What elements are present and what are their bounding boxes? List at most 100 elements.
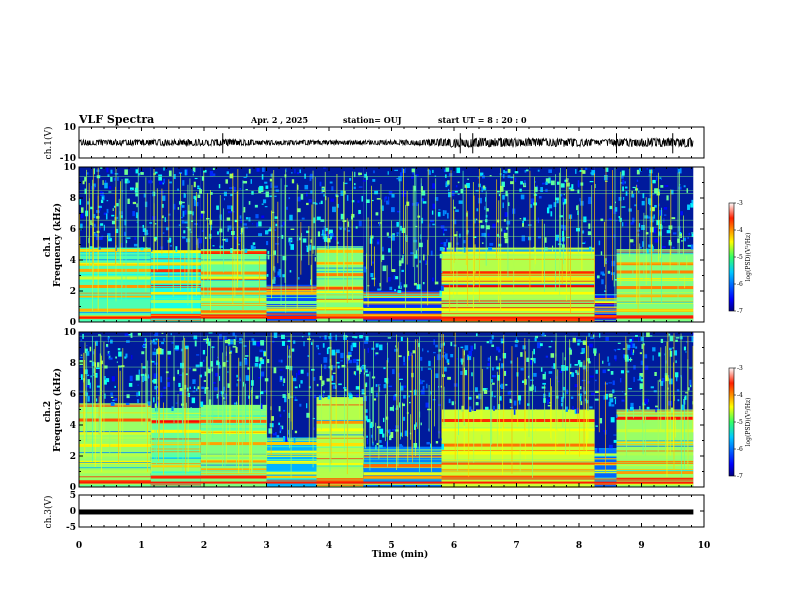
ch2-spectrogram-speckle xyxy=(614,397,617,399)
ch2-spectrogram-speckle xyxy=(597,447,599,453)
ch1-spectrogram-speckle xyxy=(251,246,256,249)
ch1-spectrogram-stripe xyxy=(441,272,595,274)
ch1-spectrogram-speckle xyxy=(454,247,456,252)
ch1-spectrogram-speckle xyxy=(432,223,435,226)
ch1-spectrogram-speckle xyxy=(230,248,233,254)
ch2-spectrogram-band xyxy=(266,442,317,446)
ch2-spectrogram-speckle xyxy=(540,367,543,372)
ch1-spectrogram-speckle xyxy=(158,174,163,177)
ch1-spectrogram-speckle xyxy=(441,271,443,273)
ch1-spectrogram-speckle xyxy=(453,234,458,237)
ch1-spectrogram-speckle xyxy=(524,180,526,186)
ch2-spectrogram-speckle xyxy=(331,382,336,385)
ch2-spectrogram-speckle xyxy=(621,391,624,393)
ch2-spectrogram-speckle xyxy=(239,377,241,382)
ch1-spectrogram-band xyxy=(441,271,595,275)
ch1-spectrogram-speckle xyxy=(421,190,426,196)
ch1-spectrogram-speckle xyxy=(154,223,157,225)
ch2-spectrogram-speckle xyxy=(599,418,603,424)
ch2-spectrogram-speckle xyxy=(141,351,145,355)
ch2-spectrogram-band xyxy=(616,477,694,481)
ch1-spectrogram-speckle xyxy=(391,194,395,198)
ch2-spectrogram-speckle xyxy=(258,363,262,369)
ch2-spectrogram-speckle xyxy=(684,395,687,400)
ch1-spectrogram-speckle xyxy=(164,217,166,223)
ch1-spectrogram-speckle xyxy=(227,205,231,210)
ch2-spectrogram-speckle xyxy=(128,382,133,387)
ch1-spectrogram-speckle xyxy=(624,181,626,184)
ch2-spectrogram-speckle xyxy=(118,365,122,368)
ch2-spectrogram-speckle xyxy=(171,342,174,344)
ch2-spectrogram-speckle xyxy=(594,398,599,401)
ch1-spectrogram-speckle xyxy=(154,171,158,174)
ch1-spectrogram-speckle xyxy=(362,180,367,182)
ch2-spectrogram-speckle xyxy=(191,397,196,404)
ch2-spectrogram-speckle xyxy=(286,436,288,438)
ch1-spectrogram-speckle xyxy=(396,234,399,236)
ch1-spectrogram-stripe xyxy=(316,285,364,287)
ch1-spectrogram-speckle xyxy=(245,189,248,191)
ch1-spectrogram-band xyxy=(79,268,151,272)
ch1-spectrogram-speckle xyxy=(195,239,198,245)
ch2-spectrogram-speckle xyxy=(443,351,446,354)
x-tick-label: 2 xyxy=(201,541,207,551)
ch2-spectrogram-stripe xyxy=(316,452,364,454)
ch2-spectrogram-speckle xyxy=(167,382,170,387)
ch2-spectrogram-speckle xyxy=(590,337,594,340)
ch2-spectrogram-speckle xyxy=(95,367,100,370)
ch1-spectrogram-speckle xyxy=(607,270,611,274)
ch2-spectrogram-speckle xyxy=(400,432,403,437)
ch1-spectrogram-speckle xyxy=(394,169,398,172)
y-tick-label: 6 xyxy=(70,390,76,400)
ch2-spectrogram-speckle xyxy=(92,374,97,376)
ch2-spectrogram-speckle xyxy=(619,377,622,383)
ch1-spectrogram-speckle xyxy=(306,247,309,253)
ch2-spectrogram-stripe xyxy=(79,412,151,414)
ch1-spectrogram-speckle xyxy=(416,264,418,268)
ch1-spectrogram-stripe xyxy=(594,300,617,302)
ch2-spectrogram-speckle xyxy=(661,377,665,383)
ch1-spectrogram-speckle xyxy=(384,196,388,200)
ch2-spectrogram-speckle xyxy=(400,385,404,391)
ch2-spectrogram-speckle xyxy=(86,344,88,347)
ch1-spectrogram-stripe xyxy=(363,294,442,296)
ch1-spectrogram-speckle xyxy=(210,225,212,231)
ch1-spectrogram-speckle xyxy=(416,248,419,251)
y-tick-label: 10 xyxy=(63,328,76,338)
ch1-spectrogram-speckle xyxy=(204,236,207,239)
ch2-spectrogram-speckle xyxy=(202,349,206,355)
ch1-spectrogram-speckle xyxy=(690,245,693,248)
ch1-spectrogram-band xyxy=(441,284,595,288)
ch1-spectrogram-speckle xyxy=(229,173,234,179)
ch1-spectrogram-speckle xyxy=(411,175,414,179)
ch1-spectrogram-speckle xyxy=(227,211,232,214)
ch1-spectrogram-speckle xyxy=(117,176,119,181)
ch2-spectrogram-speckle xyxy=(370,434,373,438)
ch2-spectrogram-speckle xyxy=(307,355,310,357)
ch2-spectrogram-speckle xyxy=(161,342,164,345)
ch2-spectrogram-speckle xyxy=(630,402,634,409)
ch2-spectrogram-speckle xyxy=(607,369,610,372)
ch2-spectrogram-speckle xyxy=(403,362,406,366)
ch1-spectrogram-stripe xyxy=(616,292,694,294)
ch1-spectrogram-speckle xyxy=(119,242,123,248)
ch2-spectrogram-speckle xyxy=(630,357,632,362)
ch2-spectrogram-speckle xyxy=(312,417,316,420)
ch1-spectrogram-speckle xyxy=(427,169,431,172)
ch2-spectrogram-speckle xyxy=(294,386,298,389)
ch2-spectrogram-speckle xyxy=(263,351,266,357)
ch1-spectrogram-speckle xyxy=(484,206,486,210)
ch2-spectrogram-speckle xyxy=(105,346,108,348)
ch1-spectrogram-speckle xyxy=(460,188,464,194)
ch2-spectrogram-speckle xyxy=(398,378,403,380)
ch1-spectrogram-speckle xyxy=(119,211,123,215)
ch1-spectrogram-speckle xyxy=(485,214,488,218)
ch1-spectrogram-speckle xyxy=(244,226,249,229)
ch1-spectrogram-speckle xyxy=(581,230,585,234)
ch1-spectrogram-speckle xyxy=(397,290,402,293)
ch2-spectrogram-speckle xyxy=(118,351,122,357)
ch1-spectrogram-speckle xyxy=(104,180,107,183)
ch1-spectrogram-speckle xyxy=(239,187,242,190)
ch2-spectrogram-speckle xyxy=(513,400,517,406)
ch2-spectrogram-speckle xyxy=(91,361,96,366)
